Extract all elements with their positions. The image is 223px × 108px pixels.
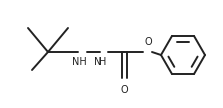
Text: H: H [99, 57, 107, 67]
Text: O: O [120, 85, 128, 95]
Text: O: O [144, 37, 152, 47]
Text: NH: NH [72, 57, 86, 67]
Text: N: N [94, 57, 102, 67]
